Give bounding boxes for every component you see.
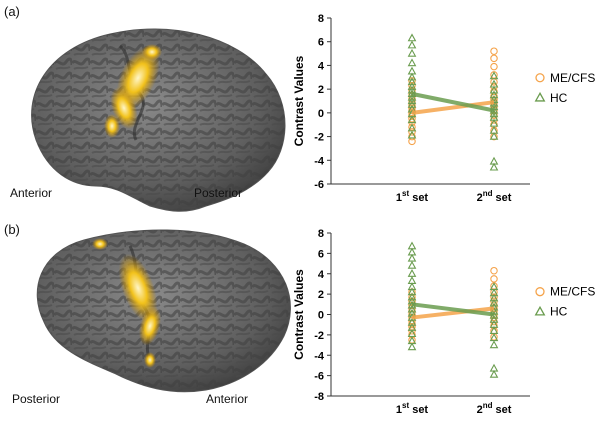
brain-a-right-label: Posterior [194, 186, 243, 200]
x-tick-label: 1st set [396, 401, 429, 416]
data-point-hc [407, 58, 417, 67]
data-point-hc [407, 342, 417, 351]
data-point-hc [489, 131, 499, 140]
data-point-hc [407, 322, 417, 331]
data-point-hc [489, 282, 499, 291]
data-point-hc [489, 85, 499, 94]
data-point-hc [489, 326, 499, 334]
data-point-hc [407, 115, 417, 124]
data-point-mecfs [490, 266, 498, 275]
data-point-hc [407, 66, 417, 75]
data-point-hc [407, 304, 417, 313]
data-point-hc [489, 340, 499, 349]
panel-a-label: (a) [4, 4, 20, 19]
mean-line-hc [411, 302, 495, 317]
data-point-hc [407, 269, 417, 277]
brain-b-right-label: Anterior [206, 392, 249, 406]
data-point-hc [407, 336, 417, 345]
legend-label: HC [550, 305, 568, 319]
brain-a [31, 28, 286, 212]
data-point-mecfs [490, 54, 498, 63]
data-point-hc [407, 82, 417, 90]
y-tick-label: 2 [318, 84, 324, 96]
x-tick-label: 2nd set [477, 189, 512, 204]
data-point-hc [489, 298, 499, 307]
data-point-hc [489, 314, 499, 323]
legend-label: HC [550, 91, 568, 105]
data-point-hc [489, 118, 499, 127]
data-point-hc [489, 162, 499, 171]
data-point-hc [407, 48, 417, 57]
y-tick-label: -2 [314, 330, 324, 342]
brain-b-left-label: Posterior [12, 392, 61, 406]
mean-line-mecfs [411, 306, 495, 320]
legend-marker-hc [534, 305, 546, 316]
data-point-hc [489, 288, 499, 297]
y-tick-label: 6 [318, 248, 324, 260]
legend-label: ME/CFS [550, 71, 595, 85]
mean-line-mecfs [411, 100, 495, 115]
data-point-mecfs [490, 275, 498, 283]
data-point-hc [407, 292, 417, 301]
data-point-hc [489, 79, 499, 88]
legend-marker-mecfs [535, 287, 545, 297]
data-point-hc [407, 287, 417, 296]
data-point-hc [489, 319, 499, 328]
legend-marker-hc [534, 91, 546, 102]
brain-b [36, 229, 291, 393]
panel-b-label: (b) [4, 222, 20, 237]
y-tick-label: 0 [318, 310, 324, 322]
y-tick-label: -4 [314, 155, 325, 167]
y-tick-label: 4 [318, 269, 325, 281]
y-axis-label: Contrast Values [292, 269, 306, 360]
data-point-mecfs [490, 62, 498, 71]
data-point-mecfs [408, 128, 416, 136]
y-tick-label: 0 [318, 108, 324, 120]
data-point-hc [407, 276, 417, 285]
data-point-hc [407, 130, 417, 139]
y-tick-label: 8 [318, 228, 324, 240]
data-point-hc [407, 72, 417, 81]
data-point-hc [489, 125, 499, 134]
data-point-hc [489, 293, 499, 302]
data-point-hc [407, 253, 417, 262]
data-point-hc [489, 156, 499, 165]
data-point-hc [407, 260, 417, 269]
data-point-hc [489, 333, 499, 342]
data-point-mecfs [490, 47, 498, 55]
x-tick-label: 1st set [396, 189, 429, 204]
data-point-hc [489, 369, 499, 378]
y-tick-label: -6 [314, 179, 324, 191]
y-tick-label: 2 [318, 289, 324, 301]
data-point-hc [407, 247, 417, 256]
y-tick-label: 4 [318, 60, 325, 72]
legend-label: ME/CFS [550, 285, 595, 299]
mean-line-hc [411, 91, 495, 113]
data-point-hc [489, 90, 499, 99]
data-point-hc [407, 40, 417, 49]
data-point-hc [489, 363, 499, 372]
legend-marker-mecfs [535, 73, 545, 83]
y-tick-label: -4 [314, 350, 325, 362]
x-tick-label: 2nd set [477, 401, 512, 416]
data-point-hc [407, 241, 417, 250]
data-point-hc [407, 77, 417, 86]
data-point-hc [407, 33, 417, 42]
data-point-hc [407, 317, 417, 326]
y-axis-label: Contrast Values [292, 55, 306, 146]
data-point-hc [407, 282, 417, 291]
y-tick-label: 6 [318, 37, 324, 49]
brain-a-left-label: Anterior [10, 186, 53, 200]
y-tick-label: -8 [314, 391, 324, 403]
y-tick-label: -2 [314, 132, 324, 144]
y-tick-label: -6 [314, 371, 324, 383]
data-point-hc [489, 71, 499, 80]
data-point-hc [407, 123, 417, 132]
y-tick-label: 8 [318, 13, 324, 25]
data-point-hc [407, 296, 417, 305]
data-point-hc [407, 329, 417, 338]
